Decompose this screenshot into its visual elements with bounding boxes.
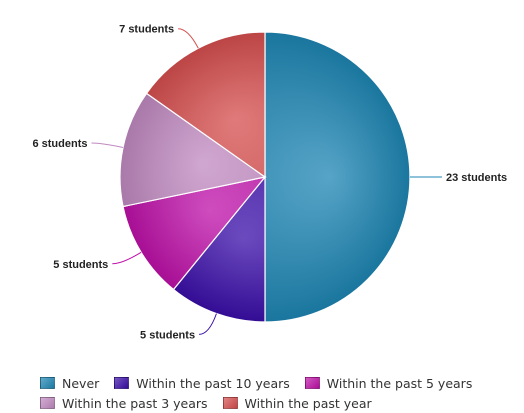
data-labels: 23 students 5 students 5 students 6 student…: [32, 24, 507, 342]
data-label: 5 students: [53, 259, 108, 271]
data-label: 23 students: [446, 172, 507, 184]
legend-item[interactable]: Within the past 10 years: [114, 376, 290, 391]
legend-row: Within the past 3 years Within the past y…: [40, 393, 520, 413]
legend-label: Within the past year: [244, 395, 372, 411]
legend-swatch: [40, 397, 55, 409]
leader-line: [199, 313, 217, 335]
data-label: 5 students: [140, 329, 195, 341]
legend-label: Never: [62, 375, 100, 391]
legend-swatch: [304, 377, 320, 389]
pie-chart: 23 students 5 students 5 students 6 student…: [32, 24, 507, 342]
legend-swatch: [222, 397, 238, 409]
pie-slices: [119, 31, 411, 323]
legend-item[interactable]: Within the past 5 years: [304, 375, 473, 391]
leader-line: [91, 142, 124, 148]
legend-swatch: [40, 377, 55, 389]
pie-slice-never: [264, 31, 411, 323]
leader-line: [178, 28, 199, 49]
legend-item[interactable]: Within the past year: [222, 395, 372, 411]
data-label: 7 students: [119, 24, 174, 36]
chart-legend: Never Within the past 10 years Within the …: [40, 373, 520, 413]
pie-slice-within-the-past-5-years: [122, 176, 267, 291]
legend-label: Within the past 10 years: [136, 375, 290, 391]
legend-row: Never Within the past 10 years Within the …: [40, 373, 520, 393]
legend-swatch: [114, 377, 130, 389]
leader-line: [112, 251, 142, 265]
legend-label: Within the past 5 years: [326, 375, 473, 391]
data-label: 6 students: [32, 138, 87, 150]
legend-item[interactable]: Within the past 3 years: [40, 396, 208, 411]
legend-item[interactable]: Never: [40, 376, 99, 391]
legend-label: Within the past 3 years: [62, 395, 208, 411]
label-leaders: [91, 28, 442, 335]
